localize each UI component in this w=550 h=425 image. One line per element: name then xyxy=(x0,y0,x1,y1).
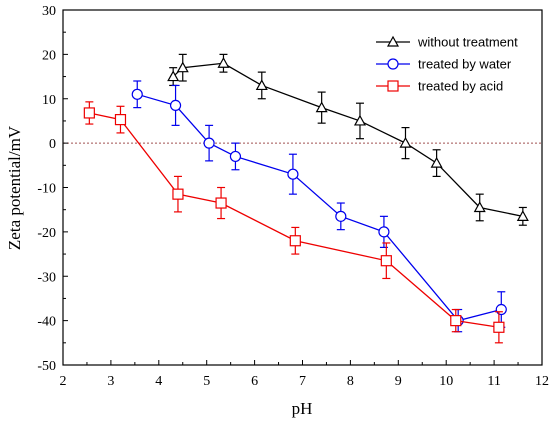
legend-label: without treatment xyxy=(417,35,518,50)
legend: without treatment treated by water treated… xyxy=(376,35,518,94)
data-point xyxy=(380,255,392,267)
x-tick-label: 6 xyxy=(251,374,258,389)
y-tick-label: 0 xyxy=(49,137,56,152)
legend-swatch-marker xyxy=(387,80,399,92)
data-point xyxy=(215,197,227,209)
y-tick-label: 30 xyxy=(42,4,56,19)
y-tick-label: 20 xyxy=(42,48,56,63)
data-point xyxy=(493,321,505,333)
series-layer xyxy=(83,53,529,344)
data-point xyxy=(473,201,486,213)
data-point xyxy=(131,88,143,100)
y-tick-label: -30 xyxy=(37,270,56,285)
x-tick-label: 9 xyxy=(395,374,402,389)
data-point xyxy=(353,114,366,126)
legend-swatch-marker xyxy=(386,35,400,47)
y-tick-label: -20 xyxy=(37,226,56,241)
y-tick-label: -50 xyxy=(37,359,56,374)
series-line xyxy=(89,112,499,328)
x-tick-label: 2 xyxy=(60,374,67,389)
legend-item: without treatment xyxy=(376,35,518,50)
data-point xyxy=(169,99,182,112)
data-point xyxy=(203,137,215,149)
x-tick-label: 11 xyxy=(487,374,500,389)
legend-swatch-marker xyxy=(387,58,399,70)
series-line xyxy=(137,93,502,322)
x-tick-label: 7 xyxy=(299,374,306,389)
y-tick-label: 10 xyxy=(42,93,56,108)
data-point xyxy=(289,235,301,247)
data-point xyxy=(229,150,242,163)
data-point xyxy=(399,136,412,148)
x-tick-label: 5 xyxy=(203,374,210,389)
legend-label: treated by water xyxy=(418,57,512,72)
data-point xyxy=(83,107,95,119)
y-tick-label: -40 xyxy=(37,315,56,330)
series-triangle xyxy=(167,53,529,226)
x-tick-label: 3 xyxy=(107,374,114,389)
y-tick-label: -10 xyxy=(37,182,56,197)
x-tick-label: 8 xyxy=(347,374,354,389)
data-point xyxy=(516,210,529,221)
data-point xyxy=(217,57,230,68)
data-point xyxy=(315,101,328,113)
data-point xyxy=(176,61,189,73)
data-point xyxy=(167,70,180,82)
data-point xyxy=(430,156,443,168)
x-tick-label: 10 xyxy=(439,374,453,389)
data-point xyxy=(114,114,127,126)
data-point xyxy=(495,303,507,316)
x-axis-title: pH xyxy=(292,399,313,418)
data-point xyxy=(287,168,299,180)
axis-ticks: 2 3 4 5 6 7 8 9 10 11 12 -50 -40 -30 -20 -10 0 10 20 30 xyxy=(37,4,549,389)
series-square xyxy=(83,101,505,344)
y-axis-title: Zeta potential/mV xyxy=(5,125,24,250)
legend-label: treated by acid xyxy=(418,79,503,94)
data-point xyxy=(335,210,347,222)
series-circle xyxy=(131,80,507,333)
data-point xyxy=(378,226,390,238)
data-point xyxy=(450,315,462,327)
legend-item: treated by water xyxy=(376,57,512,72)
data-point xyxy=(255,79,268,91)
legend-item: treated by acid xyxy=(376,79,503,94)
x-tick-label: 4 xyxy=(155,374,162,389)
series-line xyxy=(172,62,523,217)
x-tick-label: 12 xyxy=(535,374,549,389)
data-point xyxy=(172,188,184,200)
